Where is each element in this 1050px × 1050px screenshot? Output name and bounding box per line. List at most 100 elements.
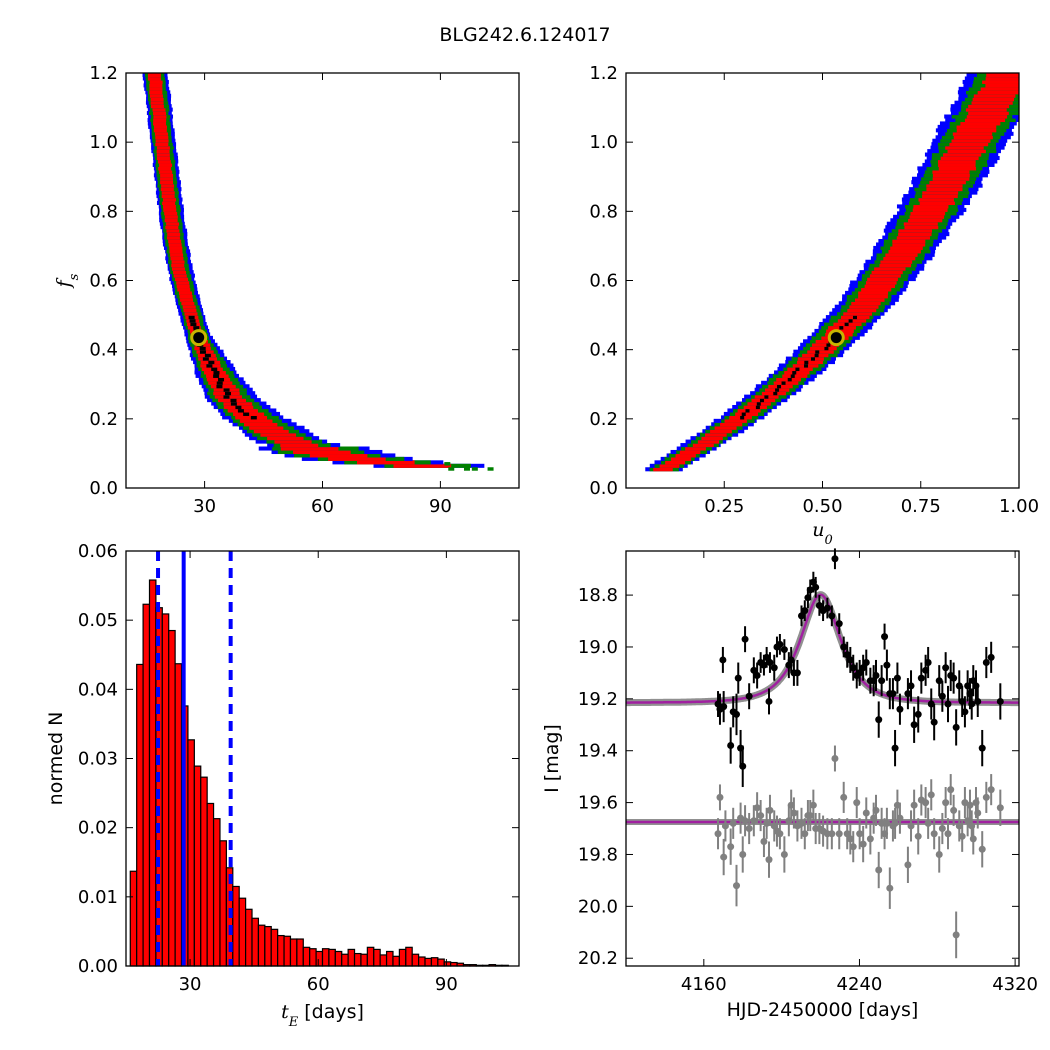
tE-fs-cell-green xyxy=(487,467,494,471)
lightcurve-data-point xyxy=(875,716,883,724)
tE-hist-bar xyxy=(142,603,151,967)
u0-fs-best-fit-marker xyxy=(827,329,845,347)
lightcurve-data-point xyxy=(866,835,874,843)
lightcurve-xtick-label: 4160 xyxy=(681,974,727,995)
u0-fs-cell-red xyxy=(926,183,963,188)
lightcurve-data-point xyxy=(950,806,958,814)
tE-fs-cell-black xyxy=(237,408,244,413)
lightcurve-data-point xyxy=(776,830,784,838)
tE-hist-xtick-label: 90 xyxy=(435,974,458,995)
tE-fs-cell-red xyxy=(169,249,183,254)
u0-fs-cell-black xyxy=(824,346,829,351)
u0-fs-cell-black xyxy=(810,356,815,361)
tE-fs-cell-red xyxy=(166,228,180,233)
u0-fs-cell-red xyxy=(659,463,680,468)
tE-fs-cell-red xyxy=(150,100,164,105)
lightcurve-ytick-label: 20.2 xyxy=(578,948,618,969)
tE-fs-cell-black xyxy=(193,325,200,330)
tE-fs-cell-red xyxy=(161,183,175,188)
lightcurve-ytick-label: 19.4 xyxy=(578,741,618,762)
tE-hist-bar xyxy=(392,955,400,967)
tE-fs-cell-red xyxy=(249,425,284,430)
u0-fs-cell-red xyxy=(977,90,1019,95)
tE-hist-bar xyxy=(366,946,375,967)
tE-fs-cell-red xyxy=(150,104,164,109)
lightcurve-data-point xyxy=(797,819,805,827)
tE-fs-cell-red xyxy=(223,401,253,406)
tE-fs-ytick-label: 0.0 xyxy=(89,478,118,499)
lightcurve-data-point xyxy=(996,804,1004,812)
lightcurve-data-point xyxy=(872,672,880,679)
u0-fs-cell-black xyxy=(787,377,792,382)
lightcurve-data-point xyxy=(950,674,958,682)
lightcurve-data-point xyxy=(938,825,946,833)
u0-fs-cell-red xyxy=(903,221,938,226)
tE-fs-cell-red xyxy=(156,152,170,157)
u0-fs-cell-red xyxy=(692,443,714,448)
panel-tE-fs: 30 60 90 0.0 0.2 0.4 0.6 0.8 1.0 1.2 fs xyxy=(53,63,520,517)
u0-fs-cell-black xyxy=(745,408,750,413)
tE-fs-cell-green xyxy=(463,467,470,471)
u0-fs-cell-black xyxy=(804,363,809,368)
tE-fs-cell-red xyxy=(176,280,190,285)
lightcurve-xlabel: HJD-2450000 [days] xyxy=(727,999,919,1021)
tE-fs-cell-red xyxy=(150,97,164,102)
u0-fs-cell-red xyxy=(973,93,1016,98)
u0-fs-cell-red xyxy=(879,263,912,268)
u0-fs-cell-black xyxy=(781,380,786,385)
lightcurve-data-point xyxy=(907,822,915,830)
u0-fs-cell-red xyxy=(951,138,991,143)
figure-title: BLG242.6.124017 xyxy=(439,24,610,46)
tE-fs-cell-red xyxy=(161,194,175,199)
u0-fs-cell-red xyxy=(847,308,877,313)
lightcurve-xtick-label: 4320 xyxy=(992,974,1038,995)
tE-fs-cell-black xyxy=(189,318,196,323)
u0-fs-cell-black xyxy=(852,315,857,320)
lightcurve-data-point xyxy=(727,742,735,750)
u0-fs-cell-red xyxy=(867,277,898,282)
u0-fs-cell-red xyxy=(866,280,897,285)
tE-fs-cell-black xyxy=(213,373,220,378)
u0-fs-cell-red xyxy=(671,456,692,461)
u0-fs-cell-red xyxy=(880,259,913,264)
lightcurve-data-point xyxy=(714,830,722,838)
u0-fs-cell-red xyxy=(898,228,933,233)
lightcurve-data-point xyxy=(741,635,749,643)
tE-hist-ytick-label: 0.06 xyxy=(78,541,118,562)
u0-fs-cell-red xyxy=(980,86,1019,91)
tE-fs-cell-black xyxy=(230,398,237,403)
tE-hist-bar xyxy=(341,953,349,967)
tE-hist-bar xyxy=(193,765,202,967)
tE-fs-cell-red xyxy=(164,218,178,223)
lightcurve-data-point xyxy=(952,931,960,939)
u0-fs-cell-red xyxy=(943,152,982,157)
lightcurve-ytick-label: 19.0 xyxy=(578,637,618,658)
tE-fs-cell-red xyxy=(153,111,167,116)
tE-hist-bar xyxy=(405,946,413,967)
u0-fs-cell-red xyxy=(953,135,993,140)
tE-fs-cell-red xyxy=(149,83,163,88)
u0-fs-cell-red xyxy=(685,446,706,451)
tE-fs-cell-red xyxy=(274,439,312,444)
tE-fs-cell-black xyxy=(243,411,250,416)
tE-fs-cell-red xyxy=(267,436,304,441)
lightcurve-data-point xyxy=(776,640,784,648)
u0-fs-ytick-label: 0.6 xyxy=(589,271,618,292)
tE-hist-bar xyxy=(174,663,183,967)
u0-fs-cell-black xyxy=(814,353,819,358)
lightcurve-data-point xyxy=(927,791,935,799)
lightcurve-data-point xyxy=(922,799,930,807)
tE-fs-ytick-label: 0.2 xyxy=(89,409,118,430)
u0-fs-cell-black xyxy=(740,415,745,420)
tE-fs-cell-red xyxy=(163,207,177,212)
lightcurve-data-point xyxy=(859,840,867,848)
tE-hist-bar xyxy=(398,948,407,967)
lightcurve-data-point xyxy=(733,710,741,718)
u0-fs-cell-red xyxy=(653,467,673,472)
u0-fs-cell-red xyxy=(896,235,930,240)
u0-fs-cell-red xyxy=(949,142,989,147)
lightcurve-data-point xyxy=(790,809,798,817)
tE-fs-cell-red xyxy=(162,200,176,206)
tE-fs-cell-red xyxy=(152,107,166,112)
u0-fs-cell-red xyxy=(922,190,959,195)
